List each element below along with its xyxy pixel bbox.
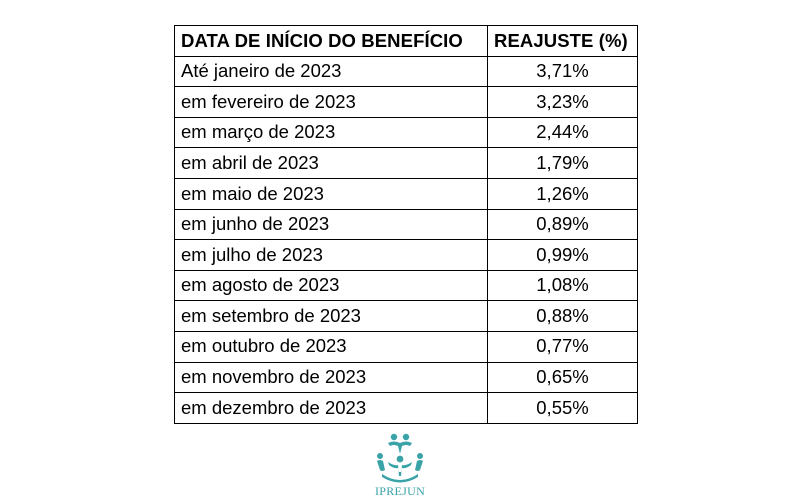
table-row: em julho de 2023 0,99% bbox=[174, 239, 638, 271]
table-row: em fevereiro de 2023 3,23% bbox=[174, 86, 638, 118]
row-date-cell: em março de 2023 bbox=[174, 116, 488, 149]
row-rate-cell: 0,99% bbox=[487, 239, 638, 271]
row-rate-cell: 3,71% bbox=[487, 55, 638, 88]
table-row: em agosto de 2023 1,08% bbox=[174, 269, 638, 302]
row-rate-cell: 0,55% bbox=[487, 392, 638, 424]
row-date-cell: em maio de 2023 bbox=[174, 177, 488, 210]
row-rate-cell: 3,23% bbox=[487, 86, 638, 118]
row-date-cell: em julho de 2023 bbox=[174, 239, 488, 271]
row-rate-cell: 1,08% bbox=[487, 269, 638, 302]
row-date-cell: Até janeiro de 2023 bbox=[174, 55, 488, 88]
table-row: em setembro de 2023 0,88% bbox=[174, 300, 638, 332]
row-rate-cell: 1,26% bbox=[487, 177, 638, 210]
row-date-cell: em fevereiro de 2023 bbox=[174, 86, 488, 118]
row-date-cell: em junho de 2023 bbox=[174, 208, 488, 241]
row-date-cell: em setembro de 2023 bbox=[174, 300, 488, 332]
table-row: em dezembro de 2023 0,55% bbox=[174, 392, 638, 424]
header-reajuste: REAJUSTE (%) bbox=[487, 25, 638, 57]
row-rate-cell: 0,89% bbox=[487, 208, 638, 241]
row-date-cell: em outubro de 2023 bbox=[174, 330, 488, 363]
reajuste-table: DATA DE INÍCIO DO BENEFÍCIO REAJUSTE (%)… bbox=[174, 25, 638, 424]
iprejun-logo: IPREJUN bbox=[364, 432, 436, 498]
row-date-cell: em dezembro de 2023 bbox=[174, 392, 488, 424]
table-row: em outubro de 2023 0,77% bbox=[174, 330, 638, 363]
table-row: em março de 2023 2,44% bbox=[174, 116, 638, 149]
row-rate-cell: 1,79% bbox=[487, 147, 638, 179]
table-row: em junho de 2023 0,89% bbox=[174, 208, 638, 241]
logo-text: IPREJUN bbox=[374, 484, 426, 498]
table-row: Até janeiro de 2023 3,71% bbox=[174, 55, 638, 88]
table-row: em maio de 2023 1,26% bbox=[174, 177, 638, 210]
people-circle-icon bbox=[377, 433, 423, 483]
row-date-cell: em abril de 2023 bbox=[174, 147, 488, 179]
row-date-cell: em novembro de 2023 bbox=[174, 361, 488, 394]
table-header-row: DATA DE INÍCIO DO BENEFÍCIO REAJUSTE (%) bbox=[174, 25, 638, 57]
header-data-inicio: DATA DE INÍCIO DO BENEFÍCIO bbox=[174, 25, 488, 57]
row-rate-cell: 2,44% bbox=[487, 116, 638, 149]
row-date-cell: em agosto de 2023 bbox=[174, 269, 488, 302]
row-rate-cell: 0,77% bbox=[487, 330, 638, 363]
table-row: em abril de 2023 1,79% bbox=[174, 147, 638, 179]
row-rate-cell: 0,65% bbox=[487, 361, 638, 394]
row-rate-cell: 0,88% bbox=[487, 300, 638, 332]
table-row: em novembro de 2023 0,65% bbox=[174, 361, 638, 394]
